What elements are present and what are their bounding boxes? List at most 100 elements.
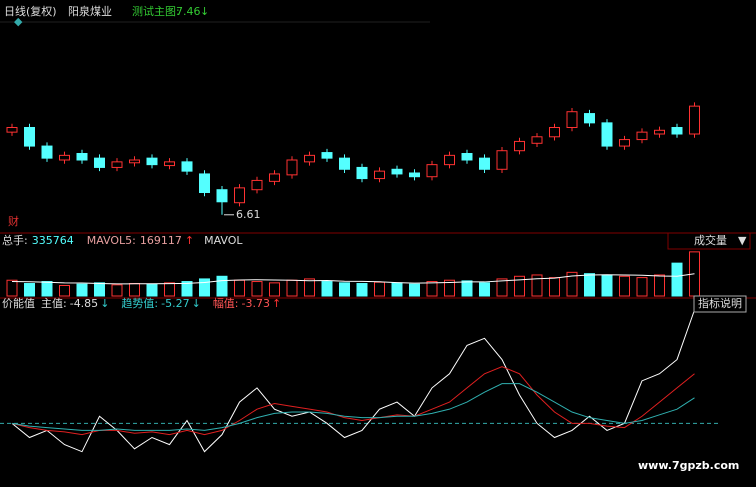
candle-body [181,161,193,172]
candle-body [76,153,88,161]
legend-value: -3.73 [242,297,270,310]
volume-bar [566,271,578,297]
svg-text:▼: ▼ [738,234,747,247]
volume-bar [549,277,560,297]
candle-body [584,113,595,124]
volume-bar [461,280,473,297]
volume-button-label[interactable]: 成交量 [694,233,727,247]
candle-body [636,131,648,141]
volume-bar [269,282,280,297]
volume-bar [496,278,508,297]
legend-value: 335764 [32,234,74,247]
candle-body [286,159,298,176]
volume-bar [94,282,105,297]
volume-bar [216,275,228,297]
volume-bar [374,281,385,297]
candle-body [444,154,455,166]
study-arrow: ↓ [200,5,209,18]
legend-extra: MAVOL [204,234,243,247]
candle-body [216,189,228,203]
volume-bar [619,275,630,297]
legend-arrow: ↑ [272,297,281,310]
legend-arrow: ↓ [100,297,109,310]
candle-body [6,127,18,133]
volume-bar [24,283,35,297]
legend-name: 幅值: [213,297,239,310]
volume-bar [199,278,210,297]
candle-body [689,105,700,135]
volume-bar [339,282,350,297]
ma-line [11,273,695,285]
legend-name: 主值: [41,297,67,310]
candle-body [94,157,105,168]
volume-bar [671,262,683,297]
candle-body [531,136,543,144]
stock-name: 阳泉煤业 [68,4,112,18]
volume-bar [234,279,245,297]
volume-bar [6,279,18,297]
candle-body [111,161,123,168]
candle-body [146,157,158,166]
volume-bar [251,281,263,297]
volume-bar [531,274,543,297]
candle-body [269,173,280,182]
volume-bar [584,273,595,297]
volume-bar [41,281,53,297]
annotation: 6.61 [236,208,261,221]
candle-body [461,153,473,161]
volume-bar [426,281,438,297]
legend-value: 169117 [140,234,182,247]
volume-bar [146,283,158,297]
volume-bar [444,279,455,297]
volume-bar [514,275,525,297]
finance-marker: 财 [8,214,19,228]
volume-bar [409,283,420,297]
candle-body [601,122,613,147]
study-label: 测试主图: [132,5,180,18]
candle-body [356,166,368,180]
volume-bar [601,274,613,297]
watermark: www.7gpzb.com [638,459,739,472]
volume-bar [111,284,123,297]
candle-body [409,172,420,178]
indicator-title: 价能值 [2,296,35,310]
volume-bar [654,274,665,297]
legend-name: MAVOL5: [87,234,136,247]
candle-body [479,157,490,170]
candle-body [566,111,578,129]
volume-bar [304,278,315,297]
candle-body [41,145,53,159]
legend-value: -4.85 [70,297,98,310]
candle-body [374,170,385,180]
help-button[interactable] [693,295,747,313]
candle-body [671,127,683,135]
volume-bar [164,282,175,297]
candle-body [339,157,350,170]
candle-body [129,159,140,164]
candle-body [514,140,525,152]
legend-arrow: ↑ [185,234,194,247]
volume-bar [479,282,490,297]
candle-body [426,164,438,178]
indicator-line [11,383,695,431]
volume-button[interactable] [667,232,751,250]
volume-bar [321,281,333,297]
help-button-label[interactable]: 指标说明 [698,296,742,310]
volume-bar [391,282,403,297]
candle-body [234,187,245,204]
volume-bar [181,281,193,297]
candle-body [59,154,70,161]
legend-value: -5.27 [161,297,189,310]
candle-body [391,168,403,175]
candle-body [164,161,175,167]
volume-bar [636,277,648,297]
study-value: 7.46 [176,5,201,18]
candle-body [199,173,210,194]
candle-body [654,129,665,135]
candle-body [251,179,263,191]
volume-bar [59,284,70,297]
volume-bar [129,283,140,297]
period: 日线(复权) [4,4,57,18]
candle-body [321,152,333,159]
